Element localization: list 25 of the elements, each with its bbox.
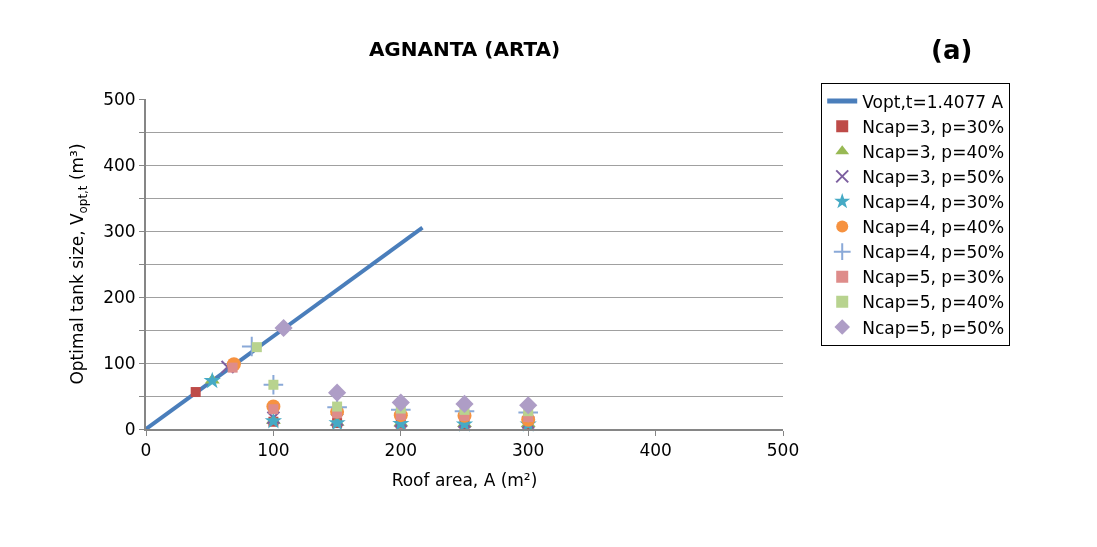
legend-label: Ncap=4, p=40%	[862, 217, 1005, 238]
chart-title: AGNANTA (ARTA)	[368, 37, 561, 62]
text: (a)	[931, 35, 973, 65]
y-tick-label: 200	[103, 286, 136, 307]
legend-label: Ncap=3, p=30%	[862, 116, 1005, 137]
x-tick-label: 100	[257, 440, 290, 461]
legend-label: Ncap=5, p=40%	[862, 292, 1005, 313]
legend-label: Vopt,t=1.4077 A	[862, 91, 1004, 112]
x-tick-label: 200	[384, 440, 418, 461]
x-tick-label: 500	[766, 440, 800, 461]
x-axis-title: Roof area, A (m²)	[391, 470, 538, 491]
y-tick-label: 400	[103, 154, 136, 175]
legend-label: Ncap=4, p=30%	[862, 192, 1005, 213]
legend-label: Ncap=4, p=50%	[862, 242, 1005, 263]
x-tick-label: 400	[639, 440, 672, 461]
legend-label: Ncap=3, p=40%	[862, 141, 1005, 162]
legend-label: Ncap=5, p=50%	[862, 317, 1005, 338]
y-tick-label: 300	[103, 220, 136, 241]
x-tick-label: 0	[140, 440, 152, 461]
x-tick-label: 300	[511, 440, 545, 461]
y-tick-label: 500	[103, 88, 136, 109]
legend-label: Ncap=3, p=50%	[862, 166, 1005, 187]
legend-label: Ncap=5, p=30%	[862, 267, 1005, 288]
y-tick-label: 0	[124, 418, 136, 439]
y-tick-label: 100	[103, 352, 136, 373]
